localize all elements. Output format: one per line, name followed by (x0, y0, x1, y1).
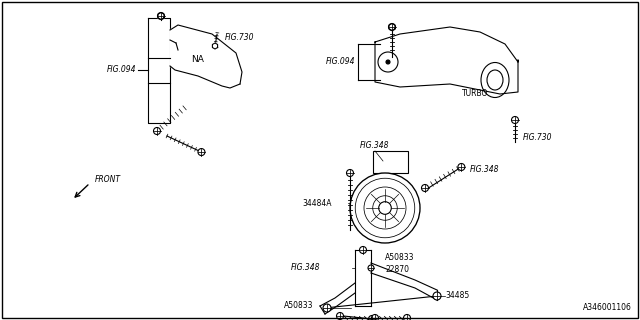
Text: FIG.348: FIG.348 (291, 263, 320, 273)
Circle shape (422, 185, 429, 191)
Circle shape (323, 304, 331, 312)
Text: A50833: A50833 (284, 301, 313, 310)
Circle shape (369, 316, 376, 320)
Text: 34484A: 34484A (303, 198, 332, 207)
Circle shape (154, 127, 161, 134)
Polygon shape (375, 27, 518, 94)
Circle shape (458, 164, 465, 171)
Circle shape (198, 148, 205, 156)
Text: FIG.348: FIG.348 (360, 140, 390, 149)
Circle shape (346, 170, 353, 177)
Text: 22870: 22870 (385, 266, 409, 275)
Circle shape (371, 315, 378, 320)
Text: A50833: A50833 (385, 253, 415, 262)
Circle shape (360, 246, 367, 253)
Circle shape (350, 173, 420, 243)
Polygon shape (389, 23, 395, 30)
Circle shape (379, 202, 391, 214)
Circle shape (337, 313, 344, 319)
Text: FIG.730: FIG.730 (225, 34, 255, 43)
Polygon shape (170, 25, 242, 88)
Circle shape (511, 116, 518, 124)
Text: 34485: 34485 (445, 292, 469, 300)
Text: FRONT: FRONT (95, 175, 121, 185)
Polygon shape (158, 12, 164, 20)
Circle shape (386, 60, 390, 64)
Circle shape (388, 23, 396, 30)
Circle shape (403, 315, 410, 320)
Polygon shape (212, 43, 218, 49)
Text: FIG.730: FIG.730 (523, 133, 552, 142)
Circle shape (433, 292, 441, 300)
Text: FIG.094: FIG.094 (106, 66, 136, 75)
Text: FIG.348: FIG.348 (469, 164, 499, 173)
Text: FIG.094: FIG.094 (326, 58, 355, 67)
Polygon shape (320, 250, 437, 314)
Circle shape (157, 12, 164, 20)
Text: TURBO: TURBO (462, 90, 488, 99)
Text: A346001106: A346001106 (583, 303, 632, 312)
Bar (373, 151, 408, 173)
Circle shape (368, 265, 374, 271)
Text: NA: NA (191, 55, 204, 65)
